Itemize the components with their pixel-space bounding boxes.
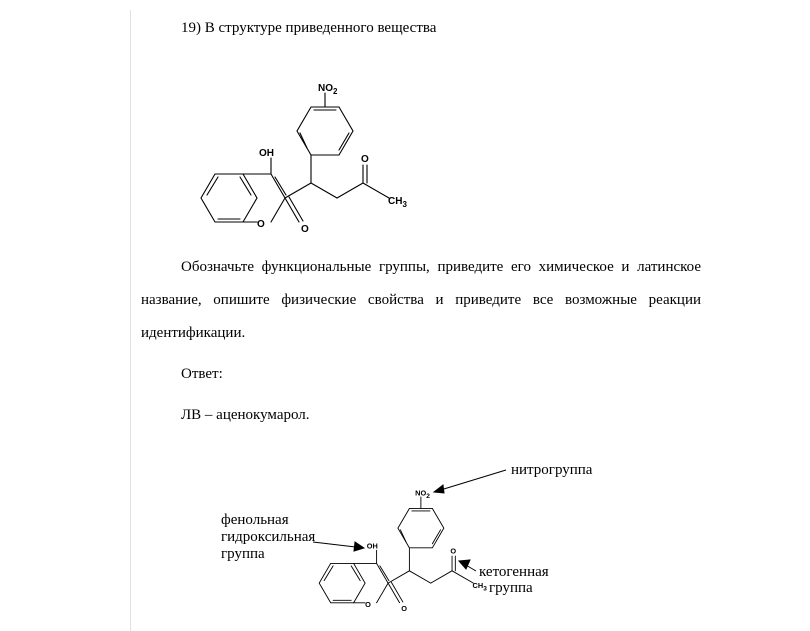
svg-text:O: O (301, 224, 309, 235)
annotation-phenol-2: гидроксильная (221, 529, 315, 545)
svg-text:O: O (257, 219, 265, 230)
molecule-svg-1: NO2 OH O O O CH3 (191, 43, 411, 238)
answer-label: Ответ: (141, 358, 701, 391)
annotation-nitro: нитрогруппа (511, 462, 593, 478)
svg-text:O: O (365, 600, 371, 609)
annotation-phenol-1: фенольная (221, 512, 289, 528)
page-content: 19) В структуре приведенного вещества (130, 10, 701, 631)
question-line: 19) В структуре приведенного вещества (181, 20, 701, 37)
task-text: Обозначьте функциональные группы, привед… (141, 251, 701, 350)
structure-diagram-1: NO2 OH O O O CH3 (191, 43, 701, 243)
question-prompt: В структуре приведенного вещества (205, 20, 437, 36)
svg-text:NO2: NO2 (318, 83, 338, 96)
svg-text:NO2: NO2 (415, 488, 430, 499)
svg-text:OH: OH (259, 148, 274, 159)
molecule-svg-2: NO2 OH O O O CH3 нитрогруппа (221, 456, 601, 626)
question-number: 19) (181, 20, 201, 36)
svg-text:CH3: CH3 (473, 581, 488, 592)
substance-line: ЛВ – аценокумарол. (141, 399, 701, 432)
structure-diagram-2: NO2 OH O O O CH3 нитрогруппа (221, 456, 701, 631)
svg-text:O: O (401, 604, 407, 613)
annotation-phenol-3: группа (221, 546, 265, 562)
svg-text:O: O (361, 154, 369, 165)
annotation-keto-2: группа (489, 580, 533, 596)
svg-text:CH3: CH3 (388, 196, 407, 209)
annotation-keto-1: кетогенная (479, 564, 549, 580)
svg-text:OH: OH (367, 542, 378, 551)
svg-text:O: O (450, 547, 456, 556)
